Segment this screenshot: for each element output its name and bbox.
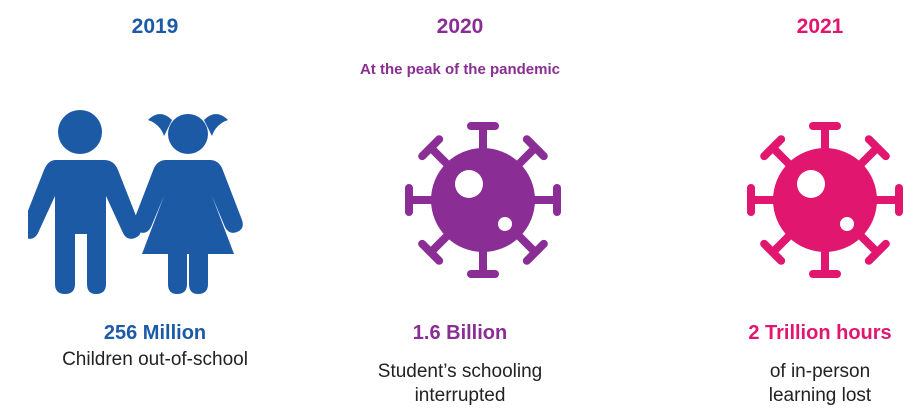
- stat-value: 2 Trillion hours: [748, 322, 892, 344]
- children-icon: [28, 110, 243, 294]
- stat-description-line: Student’s schooling: [377, 361, 543, 382]
- column-2020: 2020 At the peak of the pandemic 1.6 Bil…: [305, 0, 615, 420]
- stat-description: Student’s schooling interrupted: [305, 360, 615, 408]
- stat-description-line: learning lost: [768, 385, 872, 406]
- stat-description-line: of in-person: [769, 361, 871, 382]
- year-label: 2021: [796, 15, 844, 38]
- column-2021: 2021 2 Trillion hours of in-person learn…: [705, 0, 916, 420]
- virus-icon: [405, 122, 561, 278]
- stat-description: of in-person learning lost: [705, 360, 916, 408]
- year-label: 2020: [436, 15, 484, 38]
- stat-description: Children out-of-school: [62, 349, 248, 370]
- year-label: 2019: [131, 15, 179, 38]
- stat-value: 1.6 Billion: [412, 322, 508, 344]
- virus-icon: [747, 122, 903, 278]
- stat-description-line: interrupted: [414, 385, 506, 406]
- stat-value: 256 Million: [103, 322, 207, 344]
- column-2019: 2019 256 Million Children out-of-school: [0, 0, 310, 420]
- year-subtitle: At the peak of the pandemic: [359, 61, 561, 78]
